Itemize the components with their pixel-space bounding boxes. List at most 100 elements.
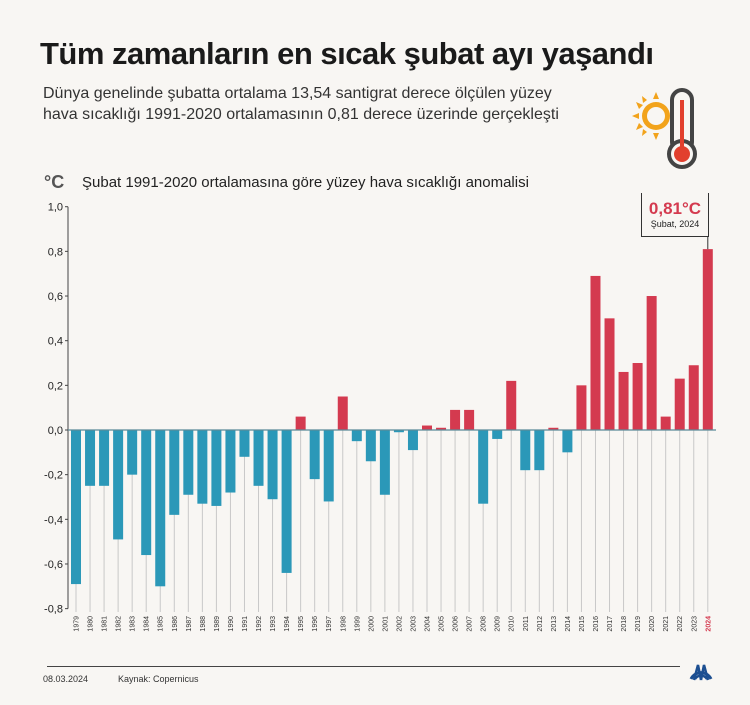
x-tick-label: 1996 xyxy=(312,616,319,632)
bar-2009 xyxy=(492,430,503,439)
x-tick-label: 2004 xyxy=(425,616,432,632)
bar-2017 xyxy=(604,318,615,430)
bar-2024 xyxy=(702,249,713,430)
bar-2021 xyxy=(660,416,671,430)
bar-2006 xyxy=(450,409,461,430)
y-tick-label: 0,0 xyxy=(48,425,63,437)
chart-title: Şubat 1991-2020 ortalamasına göre yüzey … xyxy=(82,174,529,191)
x-tick-label: 2007 xyxy=(467,616,474,632)
bar-2020 xyxy=(646,296,657,430)
x-tick-label: 2016 xyxy=(593,616,600,632)
x-tick-label: 2014 xyxy=(565,616,572,632)
y-tick-label: 1,0 xyxy=(48,202,63,214)
x-tick-label: 2015 xyxy=(579,616,586,632)
bar-1997 xyxy=(323,430,334,502)
bar-1981 xyxy=(99,430,110,486)
x-tick-label: 2017 xyxy=(607,616,614,632)
page-title: Tüm zamanların en sıcak şubat ayı yaşand… xyxy=(40,36,654,71)
x-tick-label: 1987 xyxy=(186,616,193,632)
x-tick-label: 2019 xyxy=(635,616,642,632)
bar-2013 xyxy=(548,427,559,430)
footer-date: 08.03.2024 xyxy=(43,674,89,684)
x-tick-label: 1989 xyxy=(214,616,221,632)
bar-2015 xyxy=(576,385,587,430)
x-tick-label: 2003 xyxy=(410,616,417,632)
bar-2002 xyxy=(393,430,404,433)
bar-1992 xyxy=(253,430,264,486)
y-tick-label: 0,2 xyxy=(48,380,63,392)
bar-1999 xyxy=(351,430,362,442)
x-tick-label: 1994 xyxy=(284,616,291,632)
bar-2004 xyxy=(422,425,432,430)
bar-1988 xyxy=(197,430,208,504)
x-tick-label: 2021 xyxy=(663,616,670,632)
annotation-box: 0,81°C Şubat, 2024 xyxy=(641,193,709,237)
x-tick-label: 2006 xyxy=(453,616,460,632)
x-tick-label: 2020 xyxy=(649,616,656,632)
x-tick-label: 2001 xyxy=(382,616,389,632)
bar-2018 xyxy=(618,371,629,430)
bar-1983 xyxy=(127,430,138,475)
annotation-value: 0,81°C xyxy=(648,199,702,218)
bar-1984 xyxy=(141,430,152,556)
bar-2003 xyxy=(407,430,418,451)
x-tick-label: 1999 xyxy=(354,616,361,632)
bar-1993 xyxy=(267,430,278,500)
x-tick-label: 1997 xyxy=(326,616,333,632)
x-tick-label: 1992 xyxy=(256,616,263,632)
x-tick-label: 1990 xyxy=(228,616,235,632)
bar-2023 xyxy=(688,365,699,430)
bar-2001 xyxy=(379,430,390,495)
footer-divider xyxy=(47,666,680,667)
bar-2014 xyxy=(562,430,573,453)
bar-2008 xyxy=(478,430,489,504)
y-tick-label: 0,6 xyxy=(48,291,63,303)
aa-logo xyxy=(689,664,713,681)
bar-2000 xyxy=(365,430,376,462)
x-tick-label: 2023 xyxy=(691,616,698,632)
bar-1987 xyxy=(183,430,194,495)
bar-2005 xyxy=(436,427,447,430)
subtitle: Dünya genelinde şubatta ortalama 13,54 s… xyxy=(43,85,559,123)
x-tick-label: 2024 xyxy=(705,616,712,632)
bar-2012 xyxy=(534,430,545,471)
x-tick-label: 2000 xyxy=(368,616,375,632)
bar-1989 xyxy=(211,430,222,506)
x-tick-label: 2008 xyxy=(481,616,488,632)
x-tick-label: 2018 xyxy=(621,616,628,632)
x-tick-label: 1995 xyxy=(298,616,305,632)
bar-chart: 1,0 0,8 0,6 0,4 0,2 0,0 -0,2 -0,4 -0,6 -0,8 1979 19… xyxy=(44,202,716,632)
y-tick-label: -0,6 xyxy=(44,559,63,571)
footer-source: Kaynak: Copernicus xyxy=(118,674,199,684)
bar-1996 xyxy=(309,430,320,480)
bar-2007 xyxy=(464,409,475,430)
x-tick-label: 2009 xyxy=(495,616,502,632)
x-tick-label: 1982 xyxy=(116,616,123,632)
x-tick-label: 1983 xyxy=(130,616,137,632)
bar-1998 xyxy=(337,396,348,430)
x-tick-label: 1981 xyxy=(102,616,109,632)
x-tick-label: 1984 xyxy=(144,616,151,632)
x-tick-label: 1998 xyxy=(340,616,347,632)
bar-2010 xyxy=(506,380,517,430)
bar-1982 xyxy=(113,430,124,540)
bar-1980 xyxy=(85,430,96,486)
bar-1979 xyxy=(71,430,81,585)
x-tick-label: 1980 xyxy=(88,616,95,632)
sun-thermometer-icon xyxy=(632,88,697,169)
y-tick-label: -0,4 xyxy=(44,514,63,526)
x-tick-label: 2011 xyxy=(523,616,530,631)
x-tick-label: 2002 xyxy=(396,616,403,632)
bar-2016 xyxy=(590,275,601,430)
x-tick-label: 1988 xyxy=(200,616,207,632)
bar-1990 xyxy=(225,430,236,493)
bar-2019 xyxy=(632,363,643,430)
x-tick-label: 1993 xyxy=(270,616,277,632)
unit-label: °C xyxy=(44,172,65,192)
bar-2011 xyxy=(520,430,531,471)
x-tick-label: 2013 xyxy=(551,616,558,632)
bar-2022 xyxy=(674,378,685,430)
x-tick-label: 1991 xyxy=(242,616,249,632)
x-tick-label: 2010 xyxy=(509,616,516,632)
